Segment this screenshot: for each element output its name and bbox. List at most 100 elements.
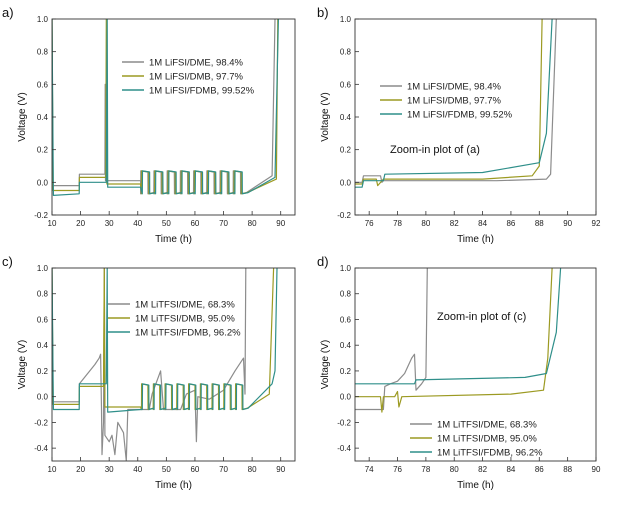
legend: 1M LiTFSI/DME, 68.3% 1M LiTFSI/DMB, 95.0%… (410, 420, 543, 459)
panel-b: b) 76 78 80 82 84 86 88 90 92 -0.2 0.0 0.2 0.4 0.6 0.8 1… (317, 5, 601, 245)
series-line-dmb (52, 19, 279, 195)
axes-frame (51, 18, 296, 216)
series-line-dmb (355, 268, 553, 413)
x-tick-label: 10 (48, 465, 57, 474)
y-tick-label: 0.0 (37, 393, 49, 402)
panel-label: d) (317, 254, 329, 269)
series-line-dme (52, 19, 276, 195)
panel-c: c) 10 20 30 40 50 60 70 80 90 -0.4 -0.2 0.0 0.2 0.4 0.6… (2, 254, 296, 491)
y-tick-label: 1.0 (37, 264, 49, 273)
legend-label-dme: 1M LiTFSI/DME, 68.3% (437, 420, 537, 431)
y-tick-label: 0.8 (340, 48, 352, 57)
series-line-fdmb (52, 268, 278, 413)
y-tick-label: 0.4 (340, 341, 352, 350)
y-tick-label: 1.0 (340, 15, 352, 24)
series-line-fdmb (355, 268, 562, 385)
x-tick-label: 90 (276, 465, 285, 474)
x-tick-label: 92 (592, 219, 601, 228)
x-tick-label: 40 (133, 465, 142, 474)
x-tick-label: 84 (506, 465, 515, 474)
y-tick-label: -0.4 (337, 444, 351, 453)
y-tick-label: 0.2 (340, 146, 352, 155)
annotation: Zoom-in plot of (c) (437, 311, 526, 323)
x-tick-label: 60 (190, 219, 199, 228)
panel-label: b) (317, 5, 329, 20)
legend-label-dmb: 1M LiTFSI/DMB, 95.0% (437, 434, 537, 445)
x-tick-label: 86 (535, 465, 544, 474)
y-tick-label: 0.6 (37, 315, 49, 324)
y-tick-label: -0.2 (337, 418, 351, 427)
x-tick-label: 20 (76, 219, 85, 228)
y-tick-label: -0.2 (34, 418, 48, 427)
x-tick-label: 30 (105, 465, 114, 474)
y-tick-label: 0.2 (340, 367, 352, 376)
series-line-dme (355, 19, 557, 183)
x-axis-label: Time (h) (457, 234, 494, 245)
x-tick-label: 10 (48, 219, 57, 228)
series-line-fdmb (52, 19, 279, 196)
annotation: Zoom-in plot of (a) (390, 144, 480, 156)
legend-label-dme: 1M LiFSI/DME, 98.4% (149, 58, 244, 69)
legend-label-dme: 1M LiTFSI/DME, 68.3% (135, 300, 235, 311)
axes-frame (51, 267, 296, 462)
y-axis-label: Voltage (V) (320, 340, 331, 389)
x-tick-label: 80 (421, 219, 430, 228)
legend-label-dmb: 1M LiFSI/DMB, 97.7% (149, 72, 244, 83)
panel-label: c) (2, 254, 13, 269)
series-line-dme (355, 268, 428, 411)
series-line-dmb (52, 268, 275, 411)
y-tick-label: 1.0 (340, 264, 352, 273)
y-tick-label: 0.6 (340, 315, 352, 324)
series-group (355, 268, 562, 413)
x-tick-label: 88 (535, 219, 544, 228)
legend-label-fdmb: 1M LiFSI/FDMB, 99.52% (149, 86, 255, 97)
legend-label-dmb: 1M LiTFSI/DMB, 95.0% (135, 314, 235, 325)
x-tick-label: 76 (365, 219, 374, 228)
series-line-dme (52, 268, 247, 461)
x-tick-label: 80 (248, 465, 257, 474)
x-axis-label: Time (h) (155, 480, 192, 491)
y-tick-label: 0.8 (37, 48, 49, 57)
y-tick-label: -0.4 (34, 444, 48, 453)
x-tick-label: 80 (450, 465, 459, 474)
y-axis-label: Voltage (V) (17, 340, 28, 389)
y-axis-label: Voltage (V) (320, 92, 331, 141)
x-tick-label: 50 (162, 219, 171, 228)
series-group (52, 19, 279, 196)
legend: 1M LiFSI/DME, 98.4% 1M LiFSI/DMB, 97.7% 1M… (380, 82, 513, 121)
y-tick-label: 0.2 (37, 146, 49, 155)
panel-d: d) 74 76 78 80 82 84 86 88 90 -0.4 -0.2 0.0 0.2 0.4 0.6… (317, 254, 601, 491)
y-tick-label: 0.0 (340, 178, 352, 187)
x-tick-label: 60 (190, 465, 199, 474)
x-tick-label: 20 (76, 465, 85, 474)
y-tick-label: 0.4 (37, 341, 49, 350)
x-tick-label: 90 (592, 465, 601, 474)
x-tick-label: 80 (248, 219, 257, 228)
x-tick-label: 40 (133, 219, 142, 228)
series-line-fdmb (355, 19, 553, 188)
panel-label: a) (2, 5, 14, 20)
y-tick-label: 0.4 (37, 113, 49, 122)
legend-label-fdmb: 1M LiTFSI/FDMB, 96.2% (437, 448, 543, 459)
x-tick-label: 90 (276, 219, 285, 228)
y-tick-label: 0.2 (37, 367, 49, 376)
x-tick-label: 86 (506, 219, 515, 228)
x-tick-label: 30 (105, 219, 114, 228)
x-tick-label: 84 (478, 219, 487, 228)
y-tick-label: 0.8 (37, 290, 49, 299)
y-tick-label: 0.4 (340, 113, 352, 122)
x-tick-label: 76 (393, 465, 402, 474)
legend-label-fdmb: 1M LiFSI/FDMB, 99.52% (407, 110, 513, 121)
y-axis-label: Voltage (V) (17, 92, 28, 141)
legend: 1M LiTFSI/DME, 68.3% 1M LiTFSI/DMB, 95.0%… (108, 300, 241, 339)
y-tick-label: 1.0 (37, 15, 49, 24)
axes-frame (354, 267, 597, 462)
x-tick-label: 70 (219, 219, 228, 228)
y-tick-label: 0.0 (37, 178, 49, 187)
panel-a: a) 10 20 30 40 50 60 70 80 90 -0.2 0.0 0.2 0.4 0.6 0.8 1… (2, 5, 296, 245)
x-tick-label: 70 (219, 465, 228, 474)
y-tick-label: -0.2 (337, 211, 351, 220)
legend: 1M LiFSI/DME, 98.4% 1M LiFSI/DMB, 97.7% 1M… (122, 58, 255, 97)
series-group (355, 19, 557, 188)
